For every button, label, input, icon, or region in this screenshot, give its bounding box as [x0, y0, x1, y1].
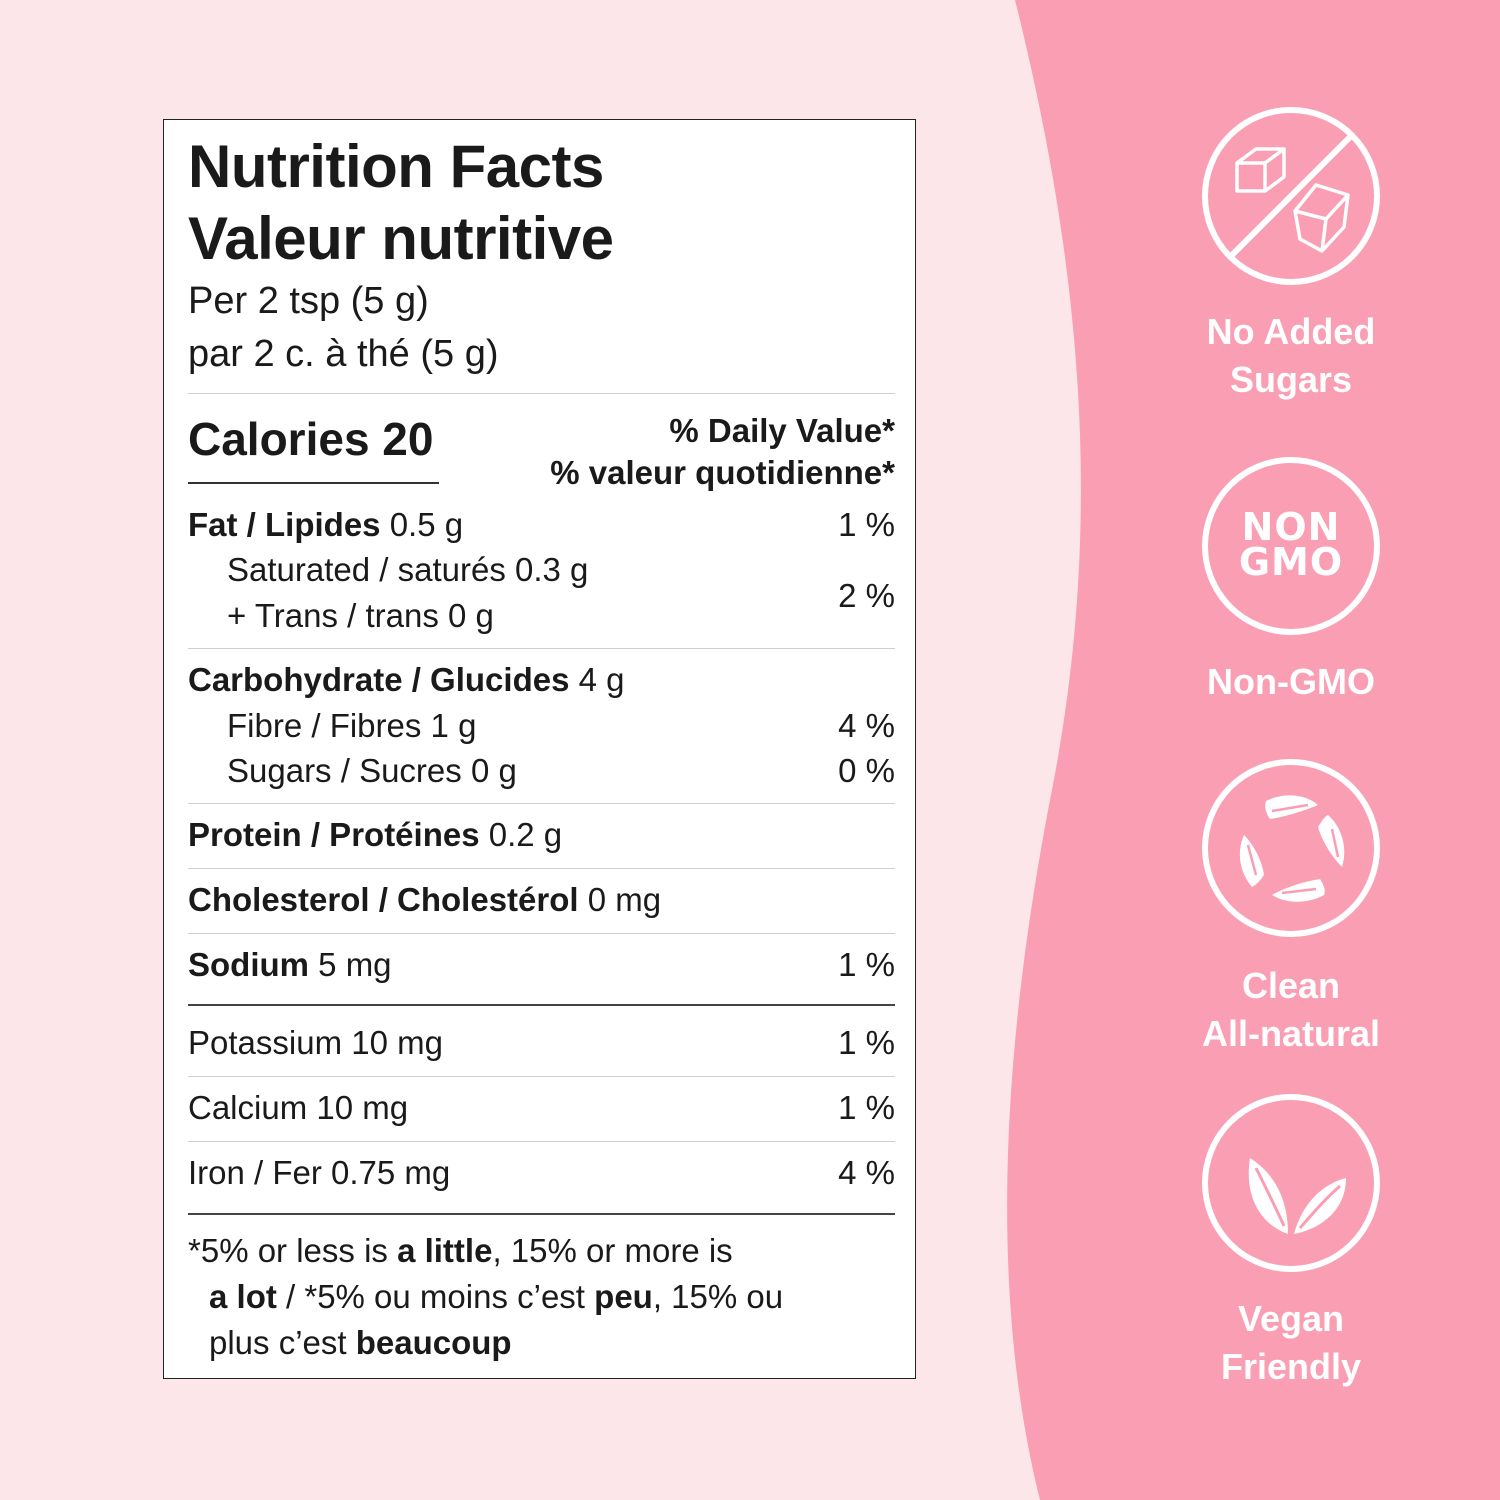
footnote-bold: a lot: [209, 1278, 277, 1315]
carbohydrate-row: Carbohydrate / Glucides 4 g: [188, 663, 624, 696]
cholesterol-label: Cholesterol / Cholestérol: [188, 881, 579, 918]
badge-label-line2: Friendly: [1220, 1346, 1362, 1387]
non-gmo-icon: [1202, 457, 1380, 635]
recycle-leaves-icon: [1202, 759, 1380, 937]
thick-divider: [188, 1004, 895, 1006]
badge-label-line1: Non-GMO: [1207, 661, 1375, 702]
fat-amount: 0.5 g: [380, 506, 464, 543]
sodium-amount: 5 mg: [309, 946, 392, 983]
divider: [188, 1141, 895, 1142]
saturated-row: Saturated / saturés 0.3 g: [227, 551, 589, 588]
fibre-row: Fibre / Fibres 1 g: [227, 707, 477, 744]
divider: [188, 393, 895, 394]
footnote-bold: a little: [397, 1232, 493, 1269]
sodium-label: Sodium: [188, 946, 309, 983]
protein-row: Protein / Protéines 0.2 g: [188, 818, 562, 851]
divider: [188, 648, 895, 649]
daily-value-header-fr: % valeur quotidienne*: [550, 454, 895, 491]
carbohydrate-amount: 4 g: [569, 661, 625, 698]
non-gmo-inner-line2: GMO: [1238, 540, 1344, 584]
daily-value-header-en: % Daily Value*: [669, 412, 895, 449]
serving-size-fr: par 2 c. à thé (5 g): [188, 333, 499, 375]
calories: Calories 20: [188, 413, 434, 465]
leaves-icon: [1202, 1094, 1380, 1272]
thick-divider: [188, 1213, 895, 1215]
sodium-dv: 1 %: [838, 946, 895, 983]
sodium-row: Sodium 5 mg: [188, 948, 392, 981]
footnote-text: plus c’est: [209, 1324, 356, 1361]
footnote-text: *5% or less is: [188, 1232, 398, 1269]
title-fr: Valeur nutritive: [188, 205, 614, 272]
carbohydrate-label: Carbohydrate / Glucides: [188, 661, 570, 698]
divider: [188, 868, 895, 869]
footnote-text: , 15% or more is: [492, 1232, 733, 1269]
footnote-text: , 15% ou: [652, 1278, 784, 1315]
protein-label: Protein / Protéines: [188, 816, 480, 853]
badge-label-line1: No Added: [1206, 311, 1376, 352]
non-gmo-inner-line1: NON: [1241, 505, 1341, 549]
calcium-dv: 1 %: [838, 1089, 895, 1126]
divider: [188, 933, 895, 934]
footnote-text: / *5% ou moins c’est: [276, 1278, 595, 1315]
divider: [188, 803, 895, 804]
iron-dv: 4 %: [838, 1154, 895, 1191]
serving-size-en: Per 2 tsp (5 g): [188, 280, 429, 322]
calories-underline: [188, 482, 439, 484]
title-en: Nutrition Facts: [188, 133, 604, 200]
badge-label-line2: Sugars: [1229, 359, 1353, 400]
potassium-row: Potassium 10 mg: [188, 1024, 443, 1061]
badge-label-line1: Vegan: [1237, 1298, 1345, 1339]
no-sugar-cubes-icon: [1202, 107, 1380, 285]
badge-label-line2: All-natural: [1201, 1013, 1380, 1054]
calcium-row: Calcium 10 mg: [188, 1089, 409, 1126]
sugars-row: Sugars / Sucres 0 g: [227, 752, 517, 789]
fibre-dv: 4 %: [838, 707, 895, 744]
fat-dv: 1 %: [838, 506, 895, 543]
badge-label-line1: Clean: [1241, 965, 1341, 1006]
fat-label: Fat / Lipides: [188, 506, 381, 543]
footnote: *5% or less is a little, 15% or more is a…: [188, 1228, 868, 1366]
footnote-bold: beaucoup: [355, 1324, 512, 1361]
divider: [188, 1076, 895, 1077]
sugars-dv: 0 %: [838, 752, 895, 789]
iron-row: Iron / Fer 0.75 mg: [188, 1154, 451, 1191]
cholesterol-row: Cholesterol / Cholestérol 0 mg: [188, 883, 661, 916]
footnote-bold: peu: [594, 1278, 653, 1315]
fat-row: Fat / Lipides 0.5 g: [188, 508, 463, 541]
protein-amount: 0.2 g: [479, 816, 563, 853]
potassium-dv: 1 %: [838, 1024, 895, 1061]
cholesterol-amount: 0 mg: [578, 881, 662, 918]
trans-row: + Trans / trans 0 g: [227, 597, 494, 634]
saturated-trans-dv: 2 %: [838, 577, 895, 614]
nutrition-facts-panel: Nutrition Facts Valeur nutritive Per 2 t…: [163, 119, 916, 1379]
